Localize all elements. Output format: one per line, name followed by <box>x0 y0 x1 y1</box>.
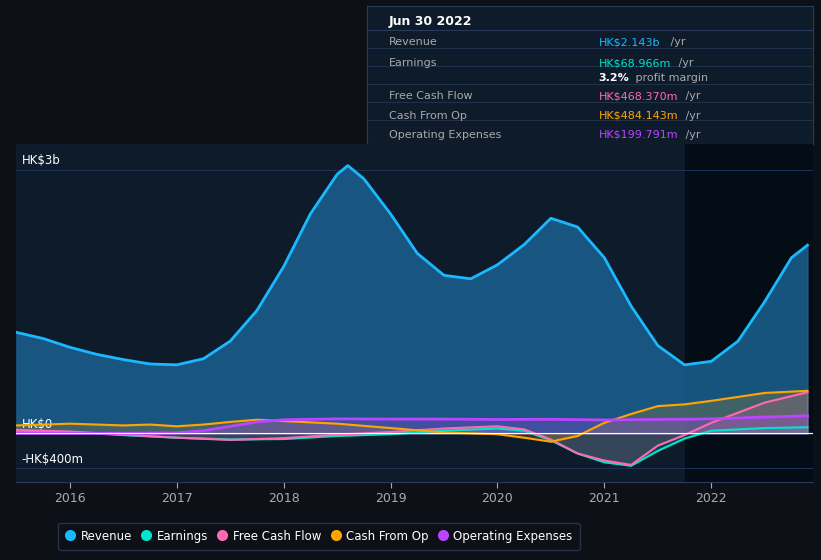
Text: -HK$400m: -HK$400m <box>22 453 84 466</box>
Text: HK$3b: HK$3b <box>22 155 61 167</box>
Legend: Revenue, Earnings, Free Cash Flow, Cash From Op, Operating Expenses: Revenue, Earnings, Free Cash Flow, Cash … <box>58 523 580 550</box>
Text: Operating Expenses: Operating Expenses <box>389 130 502 140</box>
Text: HK$199.791m: HK$199.791m <box>599 130 678 140</box>
Text: Cash From Op: Cash From Op <box>389 110 467 120</box>
Bar <box>685 143 813 482</box>
Text: 3.2%: 3.2% <box>599 73 630 83</box>
Text: HK$484.143m: HK$484.143m <box>599 110 678 120</box>
Text: Free Cash Flow: Free Cash Flow <box>389 91 473 101</box>
Text: HK$468.370m: HK$468.370m <box>599 91 678 101</box>
Text: Jun 30 2022: Jun 30 2022 <box>389 15 473 28</box>
Text: /yr: /yr <box>667 38 686 48</box>
Text: Earnings: Earnings <box>389 58 438 68</box>
Text: /yr: /yr <box>681 110 700 120</box>
Text: /yr: /yr <box>675 58 693 68</box>
Text: /yr: /yr <box>681 91 700 101</box>
Text: HK$0: HK$0 <box>22 418 53 431</box>
Text: Revenue: Revenue <box>389 38 438 48</box>
Text: HK$68.966m: HK$68.966m <box>599 58 671 68</box>
Text: /yr: /yr <box>681 130 700 140</box>
Text: HK$2.143b: HK$2.143b <box>599 38 660 48</box>
Text: profit margin: profit margin <box>631 73 708 83</box>
